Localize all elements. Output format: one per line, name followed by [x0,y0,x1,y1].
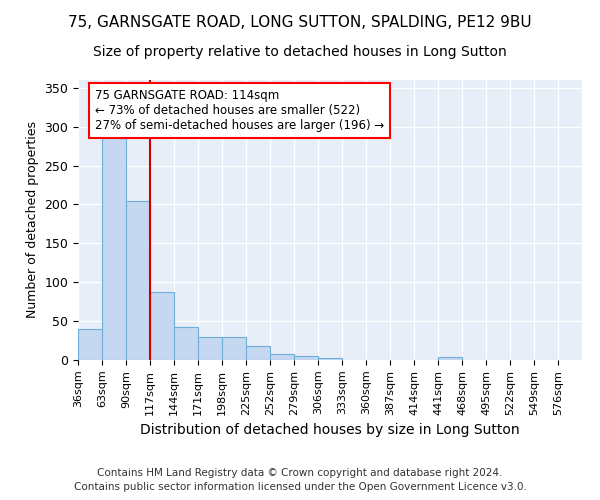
Bar [222,336,246,360]
Bar [438,357,462,360]
Bar [174,326,198,360]
Bar [102,134,126,360]
Bar [78,329,102,360]
Bar [198,336,222,360]
Text: Size of property relative to detached houses in Long Sutton: Size of property relative to detached ho… [93,45,507,59]
Bar [270,354,294,360]
Bar [126,200,150,360]
Y-axis label: Number of detached properties: Number of detached properties [26,122,39,318]
Bar [318,358,342,360]
Bar [246,346,270,360]
Text: 75, GARNSGATE ROAD, LONG SUTTON, SPALDING, PE12 9BU: 75, GARNSGATE ROAD, LONG SUTTON, SPALDIN… [68,15,532,30]
Text: Contains public sector information licensed under the Open Government Licence v3: Contains public sector information licen… [74,482,526,492]
Bar [150,292,174,360]
Text: Contains HM Land Registry data © Crown copyright and database right 2024.: Contains HM Land Registry data © Crown c… [97,468,503,477]
X-axis label: Distribution of detached houses by size in Long Sutton: Distribution of detached houses by size … [140,423,520,437]
Bar [294,356,318,360]
Text: 75 GARNSGATE ROAD: 114sqm
← 73% of detached houses are smaller (522)
27% of semi: 75 GARNSGATE ROAD: 114sqm ← 73% of detac… [95,90,384,132]
